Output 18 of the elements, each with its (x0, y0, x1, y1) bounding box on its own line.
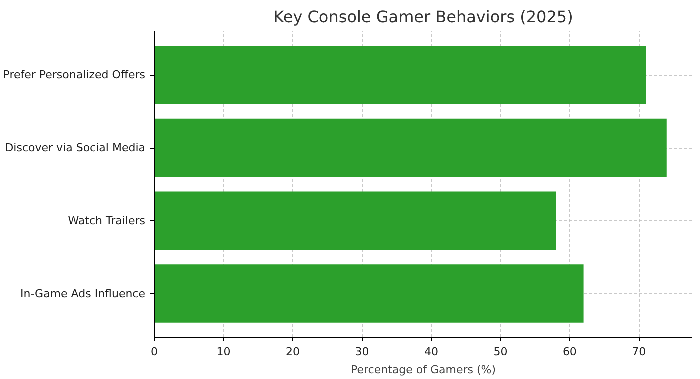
x-tick-label: 70 (632, 346, 646, 358)
y-tick-label: In-Game Ads Influence (20, 287, 146, 300)
x-axis-title: Percentage of Gamers (%) (350, 364, 496, 376)
y-tick-label: Prefer Personalized Offers (3, 68, 146, 82)
bar (154, 118, 667, 178)
bar (154, 192, 556, 250)
bar (154, 264, 584, 323)
x-tick-label: 60 (562, 346, 577, 358)
bar (154, 46, 646, 104)
y-tick-label: Discover via Social Media (5, 142, 146, 155)
y-tick-label: Watch Trailers (68, 214, 146, 228)
x-tick-label: 20 (286, 346, 300, 358)
x-tick-label: 40 (424, 346, 438, 358)
x-tick-label: 50 (494, 346, 508, 358)
x-tick-label: 10 (216, 346, 231, 358)
chart-title: Key Console Gamer Behaviors (2025) (274, 8, 574, 26)
x-tick-label: 30 (355, 346, 370, 358)
x-tick-label: 0 (151, 346, 158, 358)
